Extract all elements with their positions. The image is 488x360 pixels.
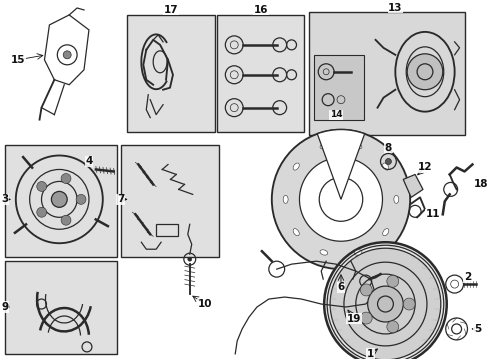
Ellipse shape: [353, 250, 361, 255]
Text: 10: 10: [197, 299, 211, 309]
Text: 15: 15: [11, 55, 25, 65]
Ellipse shape: [292, 229, 299, 236]
Bar: [5, 144, 116, 257]
Text: 5: 5: [473, 324, 480, 334]
Circle shape: [360, 284, 371, 296]
Text: 8: 8: [384, 143, 391, 153]
Circle shape: [386, 321, 398, 333]
Circle shape: [51, 192, 67, 207]
Circle shape: [407, 54, 442, 90]
Text: 14: 14: [329, 110, 342, 119]
Text: 19: 19: [346, 314, 360, 324]
Circle shape: [63, 51, 71, 59]
Text: 1: 1: [366, 349, 373, 359]
Circle shape: [329, 248, 440, 360]
Text: 16: 16: [253, 5, 267, 15]
Text: 3: 3: [1, 194, 9, 204]
Bar: [314, 55, 363, 120]
Ellipse shape: [393, 195, 398, 203]
Circle shape: [61, 174, 71, 184]
Circle shape: [271, 130, 409, 269]
Ellipse shape: [353, 144, 361, 149]
Circle shape: [385, 158, 390, 165]
Text: 11: 11: [425, 209, 439, 219]
Ellipse shape: [319, 144, 327, 149]
Text: 6: 6: [337, 282, 344, 292]
Text: 9: 9: [1, 302, 8, 312]
Circle shape: [187, 257, 191, 261]
Ellipse shape: [283, 195, 287, 203]
Text: 12: 12: [417, 162, 431, 172]
Bar: [126, 15, 215, 131]
Ellipse shape: [292, 163, 299, 170]
Ellipse shape: [382, 163, 388, 170]
Circle shape: [324, 242, 446, 360]
Bar: [156, 224, 178, 236]
Ellipse shape: [319, 250, 327, 255]
Text: 2: 2: [463, 272, 470, 282]
Circle shape: [37, 207, 46, 217]
Bar: [309, 12, 464, 135]
Text: 13: 13: [387, 3, 402, 13]
Circle shape: [76, 194, 86, 204]
Circle shape: [37, 181, 46, 192]
Circle shape: [61, 215, 71, 225]
Wedge shape: [317, 130, 364, 199]
Circle shape: [360, 312, 371, 324]
Text: 7: 7: [117, 194, 124, 204]
Circle shape: [403, 298, 414, 310]
Text: 4: 4: [85, 157, 92, 166]
Circle shape: [386, 275, 398, 287]
Bar: [217, 15, 304, 131]
Bar: [5, 261, 116, 354]
Polygon shape: [403, 175, 422, 197]
Circle shape: [299, 157, 382, 241]
Text: 18: 18: [473, 179, 488, 189]
Circle shape: [367, 286, 403, 322]
Bar: [121, 144, 219, 257]
Ellipse shape: [382, 229, 388, 236]
Text: 17: 17: [163, 5, 178, 15]
